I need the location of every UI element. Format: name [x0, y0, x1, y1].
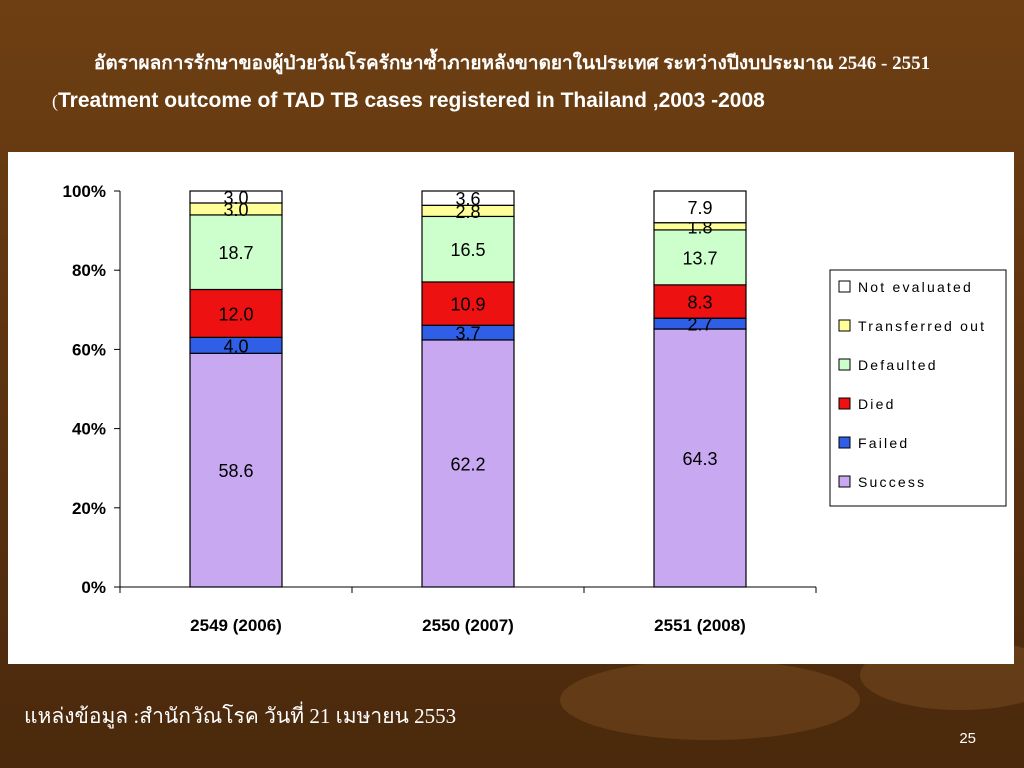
- data-label: 12.0: [218, 304, 253, 324]
- x-category-label: 2551 (2008): [654, 616, 746, 635]
- data-label: 2.8: [455, 202, 480, 222]
- legend-box: [829, 269, 1007, 507]
- stacked-bar-chart: 0% 20% 40% 60% 80% 100% 2549 (2006) 2550 (2007)…: [63, 182, 1007, 635]
- legend-swatch: [838, 397, 851, 410]
- bar-segment: [189, 190, 283, 204]
- bar-segment: [653, 328, 747, 588]
- legend-swatch: [838, 358, 851, 371]
- page-number: 25: [959, 730, 976, 747]
- legend-swatch: [838, 436, 851, 449]
- legend-label: Failed: [858, 435, 909, 451]
- data-label: 16.5: [450, 240, 485, 260]
- title-english-text: Treatment outcome of TAD TB cases regist…: [58, 89, 765, 112]
- bar-segment: [189, 352, 283, 588]
- legend-swatch: [838, 280, 851, 293]
- background-decoration: [560, 660, 860, 740]
- y-tick-label: 80%: [72, 261, 106, 280]
- data-source-note: แหล่งข้อมูล :สำนักวัณโรค วันที่ 21 เมษาย…: [24, 704, 457, 728]
- data-label: 10.9: [450, 295, 485, 315]
- data-label: 62.2: [450, 454, 485, 474]
- data-label: 7.9: [687, 198, 712, 218]
- data-label: 13.7: [682, 248, 717, 268]
- y-tick-label: 40%: [72, 420, 106, 439]
- legend-swatch: [838, 475, 851, 488]
- bar-segment: [421, 215, 515, 283]
- data-label: 2.7: [687, 315, 712, 335]
- legend-swatch: [838, 319, 851, 332]
- bar-segment: [421, 190, 515, 206]
- legend-label: Died: [858, 396, 896, 412]
- title-paren: (: [52, 91, 58, 111]
- y-tick-label: 0%: [81, 578, 106, 597]
- data-label: 3.7: [455, 324, 480, 344]
- data-label: 18.7: [218, 243, 253, 263]
- bar-segment: [421, 281, 515, 326]
- bar-segment: [189, 288, 283, 338]
- chart-panel: 0% 20% 40% 60% 80% 100% 2549 (2006) 2550 (2007)…: [8, 152, 1014, 664]
- legend-label: Not evaluated: [858, 279, 973, 295]
- data-label: 3.0: [223, 188, 248, 208]
- data-label: 3.0: [223, 200, 248, 220]
- data-label: 8.3: [687, 293, 712, 313]
- bar-segment: [421, 339, 515, 588]
- data-label: 58.6: [218, 461, 253, 481]
- y-tick-label: 60%: [72, 340, 106, 359]
- x-category-label: 2550 (2007): [422, 616, 514, 635]
- y-tick-label: 20%: [72, 499, 106, 518]
- page-title-thai: อัตราผลการรักษาของผู้ป่วยวัณโรครักษาซ้ำภ…: [93, 53, 931, 74]
- data-label: 3.6: [455, 189, 480, 209]
- bar-segment: [653, 190, 747, 224]
- legend-label: Success: [858, 474, 926, 490]
- page-title-english: (Treatment outcome of TAD TB cases regis…: [52, 89, 765, 113]
- data-label: 4.0: [223, 336, 248, 356]
- data-label: 64.3: [682, 449, 717, 469]
- legend-label: Defaulted: [858, 357, 938, 373]
- bar-segment: [189, 214, 283, 291]
- legend-label: Transferred out: [858, 318, 986, 334]
- x-category-label: 2549 (2006): [190, 616, 282, 635]
- y-tick-label: 100%: [63, 182, 106, 201]
